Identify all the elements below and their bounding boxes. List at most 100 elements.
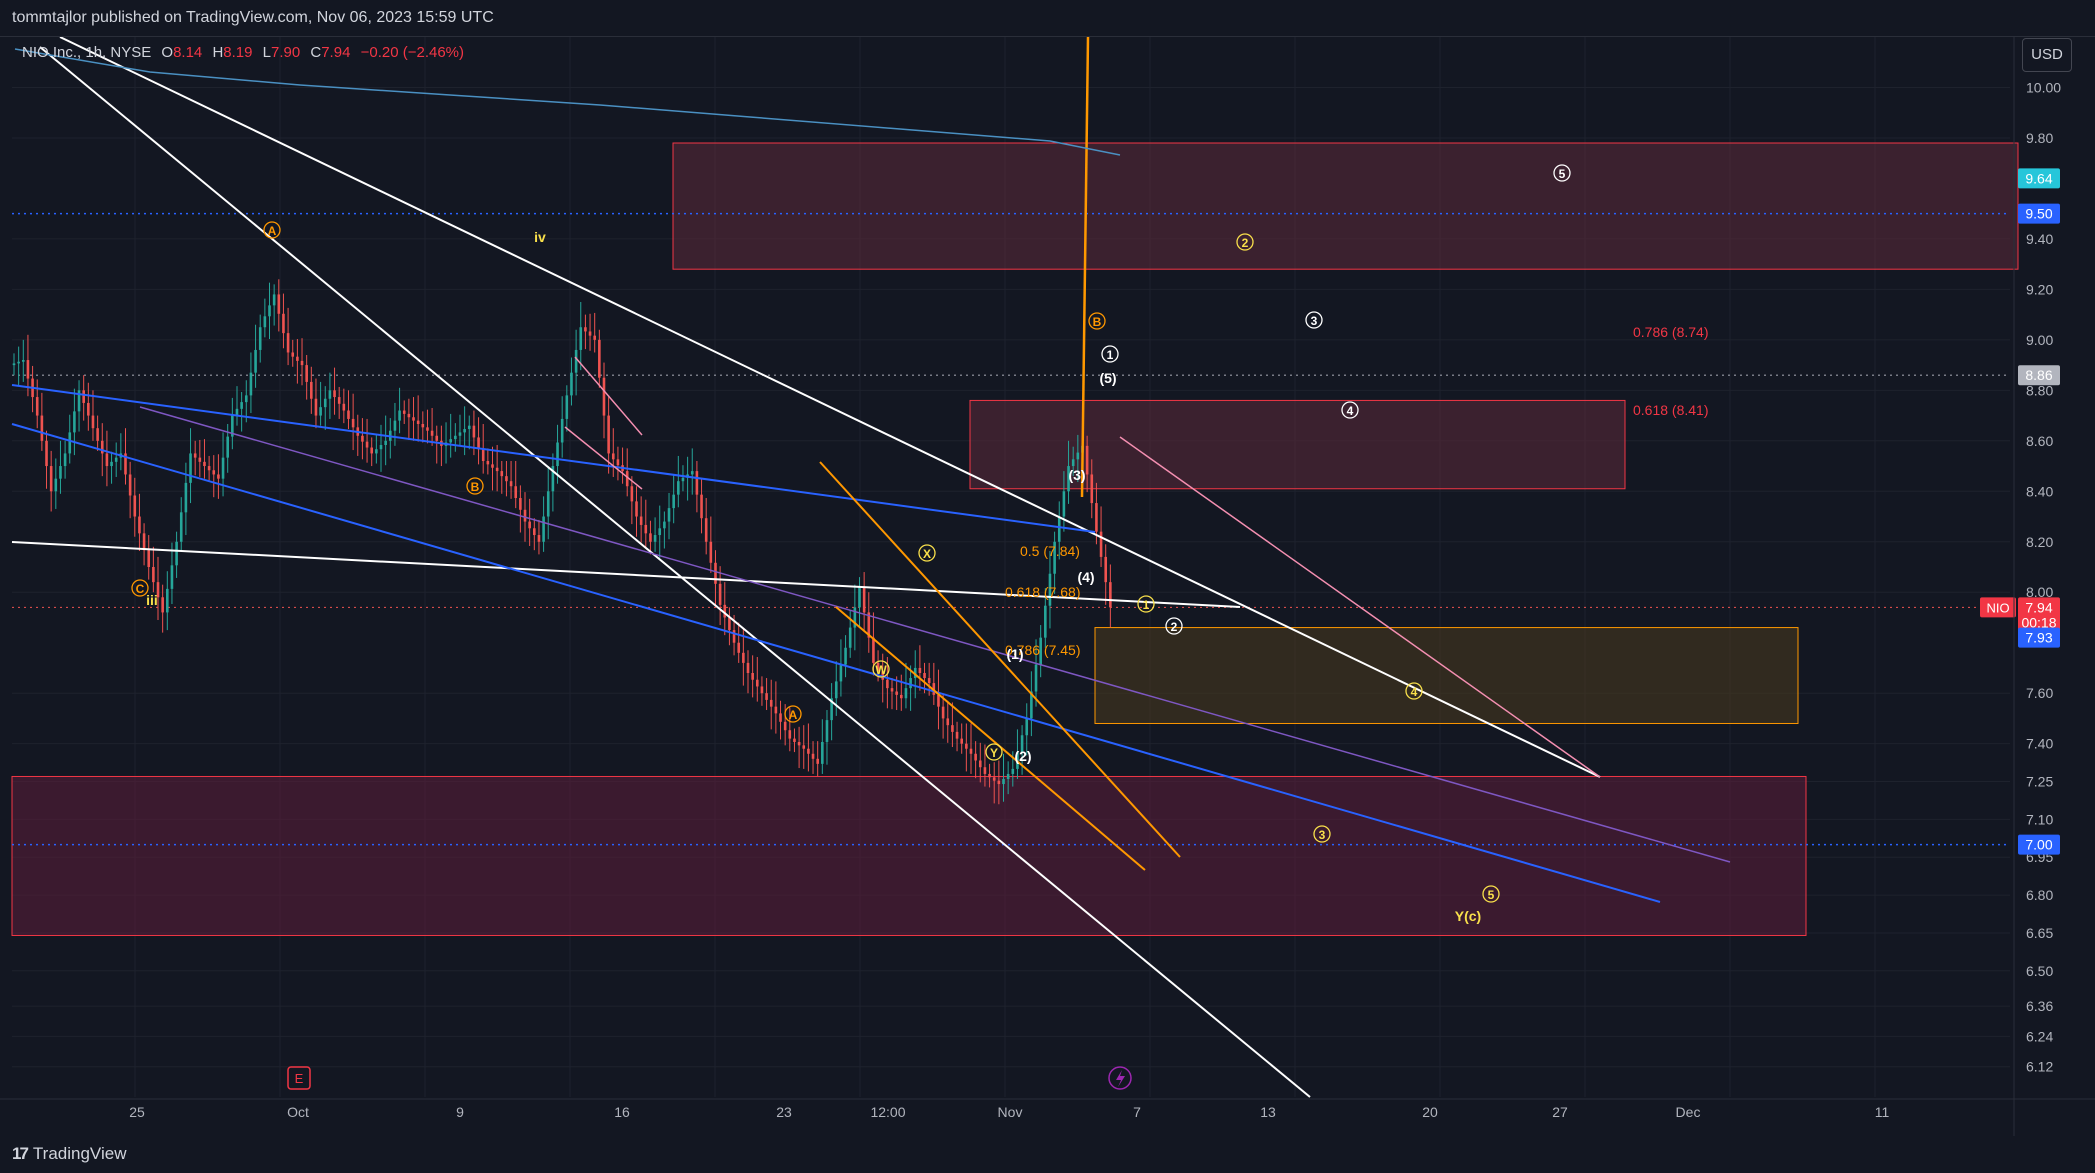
earnings-event-label: E: [295, 1071, 304, 1086]
time-tick-label: 9: [456, 1104, 464, 1120]
candle-body: [658, 528, 662, 536]
candle-body: [407, 413, 411, 418]
candle-body: [681, 477, 685, 482]
time-tick-label: Nov: [998, 1104, 1023, 1120]
wave-label: (5): [1099, 370, 1116, 386]
price-tick-label: 10.00: [2026, 79, 2061, 95]
candle-body: [161, 597, 164, 613]
wave-label-circle: [1553, 164, 1571, 182]
candle-body: [635, 501, 638, 517]
price-badge: [2018, 612, 2060, 633]
candle-body: [625, 471, 629, 487]
candle-body: [1039, 637, 1042, 665]
tradingview-logo[interactable]: 17 TradingView: [12, 1144, 126, 1164]
time-tick-label: Dec: [1676, 1104, 1701, 1120]
candle-body: [969, 748, 973, 754]
footer-bar: 17 TradingView: [0, 1136, 2095, 1173]
candle-body: [965, 743, 968, 749]
candle-body: [319, 407, 322, 416]
candle-body: [574, 349, 578, 373]
wave-label-circle: [1313, 825, 1331, 843]
candle-body: [802, 745, 806, 749]
candle-body: [728, 617, 731, 631]
resistance-zone-fib: [969, 399, 1626, 490]
price-badge: [2018, 365, 2060, 386]
candle-body: [82, 390, 85, 403]
price-tick-label: 6.80: [2026, 887, 2053, 903]
wave-label-circle: [1137, 595, 1155, 613]
price-badge: [2018, 203, 2060, 224]
candle-body: [491, 464, 494, 468]
candle-body: [449, 439, 452, 443]
candle-body: [913, 667, 917, 679]
candle-body: [375, 449, 378, 454]
price-tick-label: 6.24: [2026, 1028, 2053, 1044]
time-tick-label: 20: [1422, 1104, 1438, 1120]
candle-body: [579, 327, 583, 350]
lightning-event-icon: [1108, 1066, 1132, 1090]
candle-body: [310, 381, 313, 399]
wave-label: A: [789, 708, 798, 722]
candle-body: [839, 664, 843, 682]
candle-body: [170, 565, 174, 589]
zones: [11, 142, 2019, 936]
candle-body: [992, 777, 996, 781]
legend-close-value: 7.94: [321, 44, 351, 61]
price-tick-label: 7.40: [2026, 736, 2053, 752]
legend-open-value: 8.14: [173, 44, 203, 61]
price-tick-label: 8.20: [2026, 534, 2053, 550]
wave-label-circle: [784, 705, 802, 723]
drawings: [11, 37, 1731, 1098]
candle-body: [286, 333, 290, 353]
axes: 10.00 9.80 9.40 9.20 9.00 8.80 8.60 8.40 8.20 8.0…: [0, 37, 2095, 1137]
candle-body: [435, 435, 439, 441]
candle-body: [844, 647, 847, 665]
chart-area[interactable]: 0.786 (8.74) 0.618 (8.41) 0.5 (7.84) 0.618 …: [0, 36, 2095, 1137]
candle-body: [997, 780, 1001, 785]
price-chart[interactable]: 0.786 (8.74) 0.618 (8.41) 0.5 (7.84) 0.618 …: [0, 37, 2095, 1137]
candle-body: [244, 395, 248, 403]
lightning-icon: [1116, 1070, 1125, 1087]
candle-body: [217, 474, 220, 479]
candle-body: [59, 466, 62, 479]
wave-label: X: [923, 547, 931, 561]
candle-body: [690, 471, 694, 475]
candle-body: [370, 447, 374, 454]
candle-body: [514, 486, 518, 499]
candle-body: [867, 612, 871, 638]
wave-label-circle: [1305, 311, 1323, 329]
wave-label: B: [1093, 315, 1102, 329]
legend-low-label: L: [262, 44, 271, 61]
resistance-zone-upper: [672, 142, 2019, 270]
blue-trend-lower: [11, 423, 1661, 903]
candle-body: [1044, 605, 1047, 638]
candle-body: [305, 365, 308, 382]
candle-body: [323, 398, 327, 408]
candle-body: [486, 461, 490, 465]
candle-body: [769, 699, 773, 707]
candle-body: [611, 453, 615, 460]
candle-body: [142, 533, 146, 551]
orange-vertical: [1080, 37, 1090, 498]
legend-high-value: 8.19: [223, 44, 253, 61]
candle-body: [203, 461, 206, 467]
candle-body: [551, 466, 555, 492]
wave-label: (2): [1014, 748, 1031, 764]
symbol-legend[interactable]: NIO Inc., 1h, NYSE O8.14 H8.19 L7.90 C7.…: [22, 44, 464, 61]
candle-body: [709, 541, 713, 563]
candle-body: [138, 516, 141, 534]
wave-label: 3: [1311, 314, 1318, 328]
wave-label: 1: [1107, 348, 1114, 362]
candle-body: [876, 662, 880, 672]
candle-body: [1006, 773, 1010, 779]
wave-label: (1): [1006, 646, 1023, 662]
candle-body: [35, 397, 39, 416]
candle-body: [663, 521, 666, 529]
candle-body: [1011, 768, 1015, 774]
candle-body: [1048, 573, 1052, 606]
currency-button[interactable]: USD: [2022, 38, 2072, 72]
candle-body: [895, 691, 898, 695]
candles: [12, 279, 1112, 805]
candle-body: [128, 474, 132, 496]
candle-body: [519, 498, 522, 510]
